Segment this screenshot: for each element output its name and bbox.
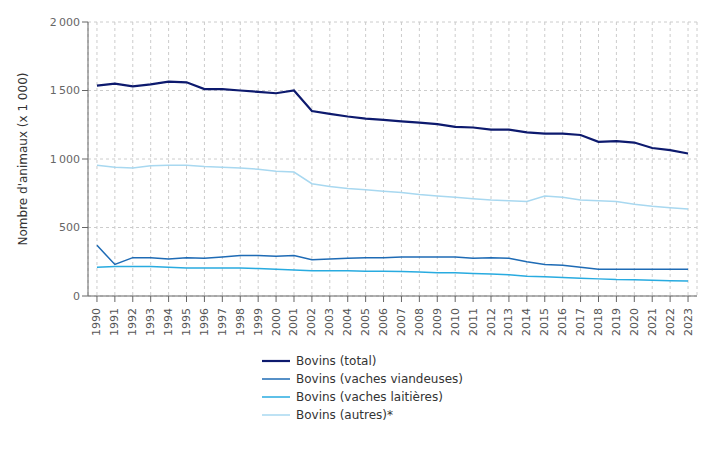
svg-text:1995: 1995	[180, 308, 193, 336]
svg-text:2013: 2013	[502, 308, 515, 336]
svg-text:2007: 2007	[395, 308, 408, 336]
svg-text:2023: 2023	[682, 308, 695, 336]
svg-text:1 500: 1 500	[50, 84, 80, 97]
svg-text:1990: 1990	[90, 308, 103, 336]
svg-text:1999: 1999	[252, 308, 265, 336]
svg-text:2002: 2002	[305, 308, 318, 336]
svg-text:2021: 2021	[646, 308, 659, 336]
svg-text:Nombre d'animaux (x 1 000): Nombre d'animaux (x 1 000)	[16, 73, 30, 246]
svg-text:500: 500	[59, 221, 80, 234]
svg-text:2011: 2011	[467, 308, 480, 336]
svg-text:2010: 2010	[449, 308, 462, 336]
svg-text:1997: 1997	[216, 308, 229, 336]
svg-text:2019: 2019	[610, 308, 623, 336]
svg-text:1991: 1991	[108, 308, 121, 336]
svg-text:2006: 2006	[377, 308, 390, 336]
svg-text:0: 0	[73, 290, 80, 303]
svg-text:1 000: 1 000	[50, 153, 80, 166]
svg-text:1996: 1996	[198, 308, 211, 336]
svg-text:2005: 2005	[359, 308, 372, 336]
svg-text:1998: 1998	[234, 308, 247, 336]
html-text:Bovins (vaches viandeuses): Bovins (vaches viandeuses)	[296, 372, 463, 386]
svg-text:2 000: 2 000	[50, 16, 80, 29]
svg-text:2001: 2001	[287, 308, 300, 336]
svg-text:1994: 1994	[162, 308, 175, 336]
svg-text:2017: 2017	[574, 308, 587, 336]
svg-text:1993: 1993	[144, 308, 157, 336]
svg-text:2016: 2016	[556, 308, 569, 336]
svg-text:2015: 2015	[538, 308, 551, 336]
svg-text:2018: 2018	[592, 308, 605, 336]
svg-text:2004: 2004	[341, 308, 354, 336]
html-text:Bovins (vaches laitières): Bovins (vaches laitières)	[296, 390, 443, 404]
svg-text:2012: 2012	[485, 308, 498, 336]
svg-text:2020: 2020	[628, 308, 641, 336]
svg-text:1992: 1992	[126, 308, 139, 336]
svg-text:2009: 2009	[431, 308, 444, 336]
svg-text:2000: 2000	[270, 308, 283, 336]
svg-text:2014: 2014	[520, 308, 533, 336]
svg-text:2008: 2008	[413, 308, 426, 336]
svg-text:2003: 2003	[323, 308, 336, 336]
html-text:Bovins (autres)*: Bovins (autres)*	[296, 408, 393, 422]
html-text:Bovins (total): Bovins (total)	[296, 354, 377, 368]
svg-text:2022: 2022	[664, 308, 677, 336]
